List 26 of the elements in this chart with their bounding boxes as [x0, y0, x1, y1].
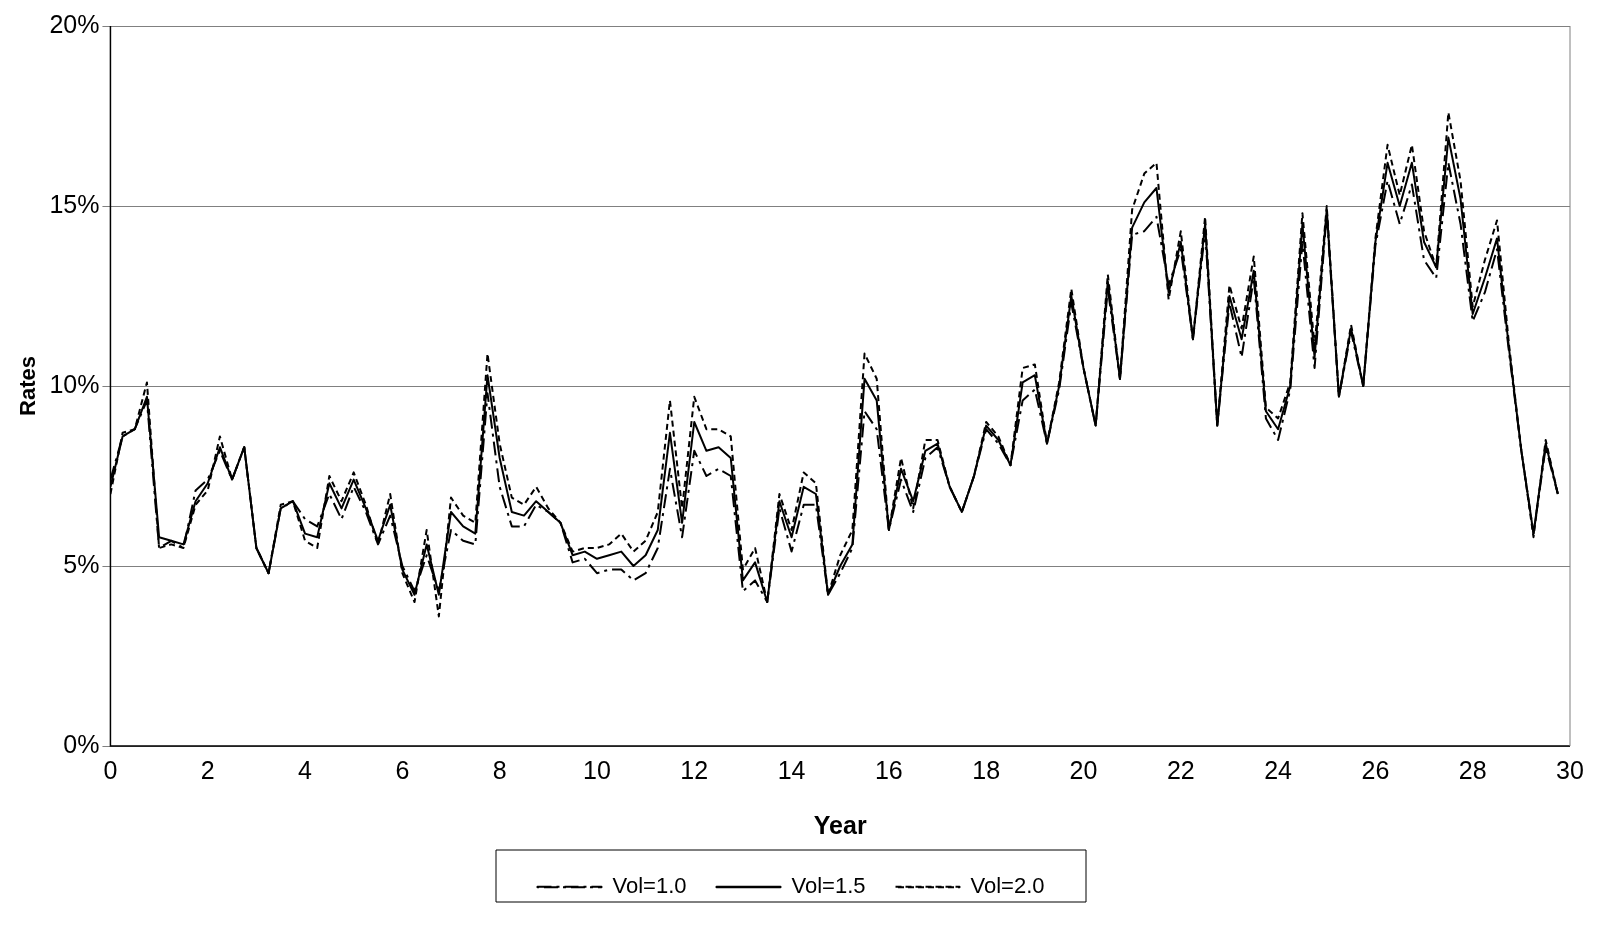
- x-tick-label: 12: [680, 755, 709, 784]
- legend-label: Vol=1.5: [791, 873, 866, 899]
- x-tick-label: 28: [1458, 755, 1487, 784]
- x-axis-title: Year: [813, 810, 867, 839]
- legend-label: Vol=2.0: [970, 873, 1045, 899]
- x-tick-label: 14: [777, 755, 806, 784]
- x-tick-label: 20: [1069, 755, 1098, 784]
- y-tick-label: 15%: [49, 189, 100, 218]
- x-tick-label: 22: [1166, 755, 1195, 784]
- x-tick-label: 4: [298, 755, 313, 784]
- y-tick-label: 0%: [63, 729, 100, 758]
- y-tick-label: 5%: [63, 549, 100, 578]
- x-tick-label: 30: [1556, 755, 1584, 784]
- x-tick-label: 6: [395, 755, 410, 784]
- y-tick-label: 20%: [49, 9, 100, 38]
- x-tick-label: 8: [492, 755, 507, 784]
- y-tick-label: 10%: [49, 369, 100, 398]
- y-axis-title: Rates: [15, 356, 41, 416]
- x-tick-label: 16: [874, 755, 903, 784]
- x-tick-label: 24: [1264, 755, 1293, 784]
- legend-label: Vol=1.0: [612, 873, 687, 899]
- x-tick-label: 26: [1361, 755, 1390, 784]
- x-tick-label: 18: [972, 755, 1001, 784]
- x-tick-label: 10: [583, 755, 611, 784]
- x-tick-label: 0: [103, 755, 118, 784]
- x-tick-label: 2: [200, 755, 215, 784]
